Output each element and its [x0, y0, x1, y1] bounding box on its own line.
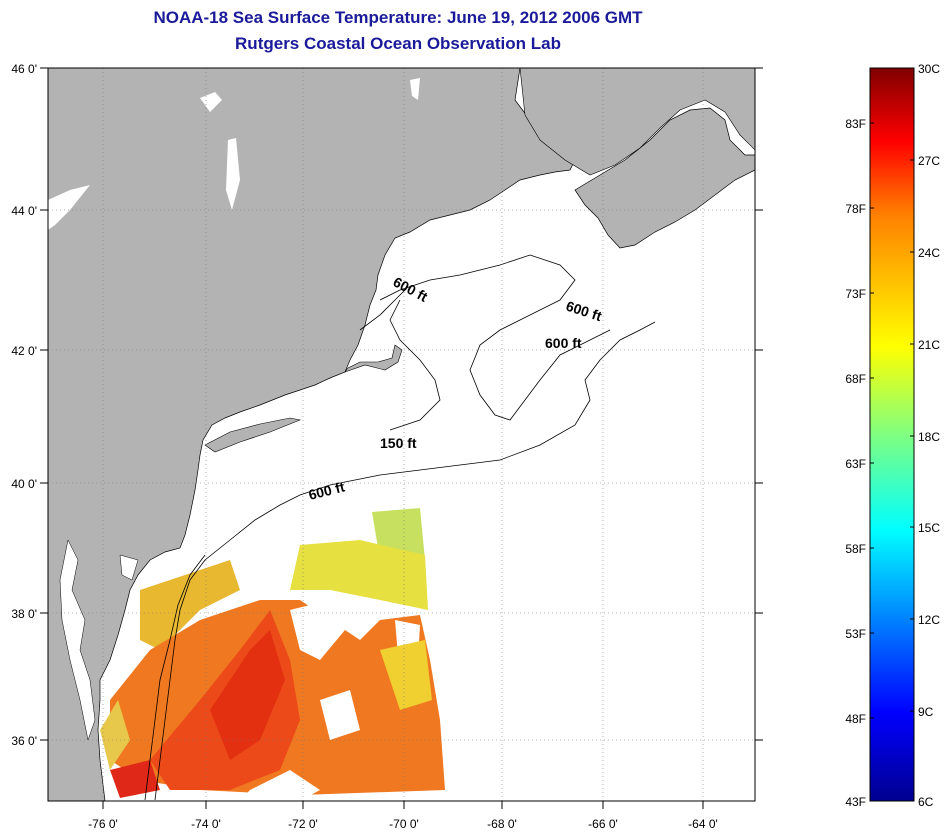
lon-label: -74 0'	[191, 817, 221, 831]
colorbar-celsius-label: 6C	[918, 795, 934, 809]
lat-label: 44 0'	[11, 204, 37, 218]
colorbar-fahrenheit-label: 48F	[845, 712, 866, 726]
map-subtitle: Rutgers Coastal Ocean Observation Lab	[235, 34, 561, 53]
cape-cod	[344, 344, 403, 373]
colorbar-fahrenheit-label: 68F	[845, 372, 866, 386]
colorbar-celsius-label: 15C	[918, 521, 940, 535]
temperature-colorbar	[869, 67, 915, 802]
contour-label: 150 ft	[380, 435, 417, 451]
colorbar-fahrenheit-label: 83F	[845, 117, 866, 131]
colorbar-fahrenheit-label: 63F	[845, 457, 866, 471]
lon-label: -70 0'	[389, 817, 419, 831]
land-new-brunswick	[519, 68, 755, 176]
delaware-bay	[119, 554, 139, 581]
lon-label: -72 0'	[288, 817, 318, 831]
colorbar-celsius-label: 18C	[918, 430, 940, 444]
inland-lake	[410, 78, 420, 100]
map-title: NOAA-18 Sea Surface Temperature: June 19…	[153, 8, 643, 27]
sst-swath	[100, 508, 445, 801]
colorbar-fahrenheit-label: 58F	[845, 542, 866, 556]
colorbar-celsius-label: 24C	[918, 246, 940, 260]
lon-label: -64 0'	[688, 817, 718, 831]
colorbar-celsius-label: 30C	[918, 62, 940, 76]
lat-label: 46 0'	[11, 62, 37, 76]
lon-label: -76 0'	[88, 817, 118, 831]
land-mainland	[48, 68, 576, 801]
long-island	[204, 417, 302, 453]
inland-lake	[48, 185, 90, 230]
colorbar-ticks	[870, 122, 914, 719]
land-nova-scotia	[574, 107, 755, 249]
lat-label: 40 0'	[11, 477, 37, 491]
depth-contours	[144, 254, 656, 801]
lat-label: 38 0'	[11, 607, 37, 621]
colorbar-fahrenheit-label: 43F	[845, 795, 866, 809]
lat-label: 36 0'	[11, 734, 37, 748]
chesapeake-bay	[59, 539, 96, 741]
colorbar-fahrenheit-label: 78F	[845, 202, 866, 216]
lon-label: -66 0'	[588, 817, 618, 831]
colorbar-celsius-label: 21C	[918, 338, 940, 352]
colorbar-fahrenheit-label: 73F	[845, 287, 866, 301]
contour-label: 600 ft	[545, 335, 582, 351]
colorbar-celsius-label: 9C	[918, 705, 934, 719]
inland-lake	[226, 138, 240, 210]
colorbar-fahrenheit-label: 53F	[845, 627, 866, 641]
colorbar-celsius-label: 27C	[918, 154, 940, 168]
map-frame	[47, 67, 756, 802]
inland-lake	[200, 92, 222, 112]
colorbar-celsius-label: 12C	[918, 613, 940, 627]
lon-label: -68 0'	[487, 817, 517, 831]
lat-label: 42 0'	[11, 344, 37, 358]
lat-tick-marks	[40, 67, 763, 809]
